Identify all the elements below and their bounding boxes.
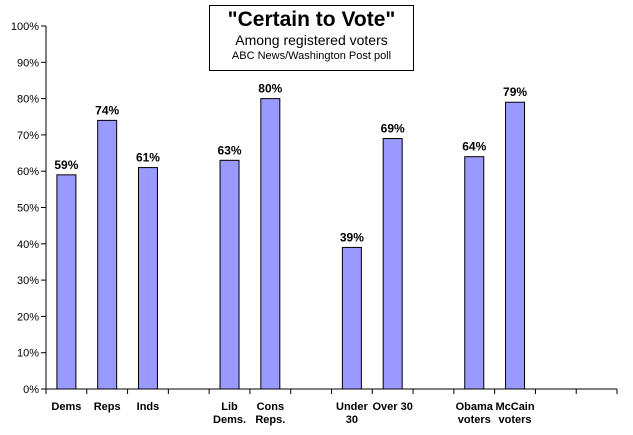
category-label-6: Over 30 <box>372 401 412 413</box>
x-axis <box>45 388 618 394</box>
data-label-6: 69% <box>381 122 405 136</box>
chart-source: ABC News/Washington Post poll <box>231 50 392 62</box>
data-label-2: 61% <box>136 151 160 165</box>
data-labels: 59% 74% 61% 63% 80% 39% 69% 64% 79% <box>54 82 527 245</box>
data-label-0: 59% <box>54 158 78 172</box>
y-tick-label: 80% <box>17 94 39 106</box>
category-label-7: Obama voters <box>456 401 494 426</box>
category-label-3: Lib Dems. <box>213 401 246 426</box>
category-label-4: Cons Reps. <box>255 401 285 426</box>
category-label-0: Dems <box>51 401 81 413</box>
chart-title-box: "Certain to Vote" Among registered voter… <box>209 5 414 71</box>
y-tick-label: 70% <box>17 130 39 142</box>
bar-2 <box>137 167 158 390</box>
category-label-2: Inds <box>137 401 160 413</box>
bar-0 <box>56 174 77 390</box>
y-tick-label: 50% <box>17 203 39 215</box>
y-axis: 0% 10% 20% 30% 40% 50% 60% 70% 80% 90% 100% <box>11 21 47 396</box>
category-label-5: Under 30 <box>336 401 369 426</box>
chart-subtitle: Among registered voters <box>235 32 388 48</box>
data-label-8: 79% <box>503 85 527 99</box>
bars <box>56 98 526 390</box>
data-label-5: 39% <box>340 230 364 244</box>
bar-4 <box>260 98 281 390</box>
bar-5 <box>341 246 362 390</box>
y-tick-label: 20% <box>17 311 39 323</box>
data-label-3: 63% <box>218 143 242 157</box>
y-tick-label: 60% <box>17 166 39 178</box>
bar-8 <box>505 101 526 390</box>
y-tick-label: 0% <box>23 384 39 396</box>
y-tick-label: 90% <box>17 57 39 69</box>
category-label-1: Reps <box>94 401 121 413</box>
chart-title: "Certain to Vote" <box>227 8 396 31</box>
data-label-7: 64% <box>462 140 486 154</box>
data-label-1: 74% <box>95 103 119 117</box>
y-tick-label: 100% <box>11 21 39 33</box>
bar-7 <box>464 156 485 390</box>
category-label-8: McCain voters <box>495 401 534 426</box>
y-tick-label: 30% <box>17 275 39 287</box>
y-tick-label: 10% <box>17 348 39 360</box>
bar-6 <box>382 138 403 390</box>
bar-3 <box>219 159 240 390</box>
y-tick-label: 40% <box>17 239 39 251</box>
category-labels: Dems Reps Inds Lib Dems. Cons Reps. Under 30Over… <box>51 401 534 426</box>
bar-1 <box>97 119 118 390</box>
data-label-4: 80% <box>258 82 282 96</box>
